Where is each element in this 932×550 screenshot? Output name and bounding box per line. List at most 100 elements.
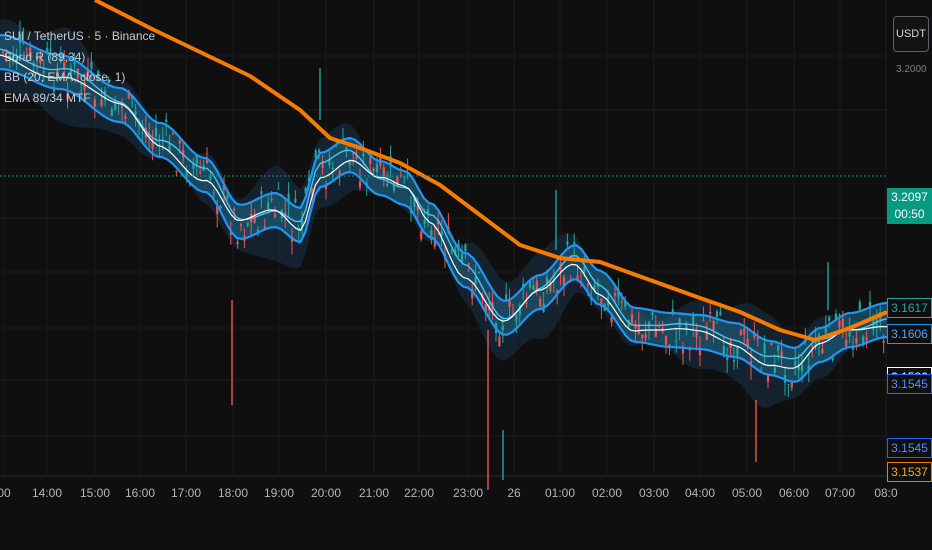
candle-body <box>596 285 600 288</box>
candle-body <box>858 301 861 310</box>
x-tick-label: 03:00 <box>639 486 669 500</box>
candle-body <box>233 208 236 211</box>
candle-body <box>528 280 532 289</box>
candle-body <box>522 283 525 288</box>
candle-body <box>753 332 756 338</box>
candle-body <box>216 205 219 215</box>
candle-body <box>107 79 110 83</box>
series-ema34-mid <box>0 48 888 360</box>
candle-body <box>212 192 215 194</box>
candle-body <box>549 282 552 291</box>
candle-body <box>352 153 355 155</box>
candle-body <box>855 337 858 344</box>
candle-body <box>273 213 277 218</box>
candle-body <box>168 144 171 152</box>
x-tick-label-edge: 00 <box>0 486 11 500</box>
candle-body <box>545 277 549 286</box>
candle-body <box>25 56 28 58</box>
candle-body <box>372 168 375 172</box>
candle-body <box>440 231 443 236</box>
candle-body <box>49 49 52 51</box>
candle-body <box>369 157 372 164</box>
current-price-value: 3.2097 <box>891 190 928 204</box>
candle-body <box>154 127 158 137</box>
candle-body <box>780 351 783 358</box>
candle-body <box>345 146 348 152</box>
candle-body <box>797 364 800 370</box>
candle-body <box>86 70 90 77</box>
candle-body <box>413 197 416 208</box>
x-axis-ticks: 14:00 15:00 16:00 17:00 18:00 19:00 20:00 21:00… <box>0 486 898 500</box>
candle-body <box>284 212 287 216</box>
x-tick-label: 07:00 <box>825 486 855 500</box>
candle-body <box>314 150 317 158</box>
candle-body <box>219 206 222 209</box>
candle-body <box>460 254 464 262</box>
x-tick-label: 26 <box>507 486 521 500</box>
candle-body <box>794 360 797 366</box>
x-tick-label: 23:00 <box>453 486 483 500</box>
candle-body <box>573 242 576 247</box>
candle-body <box>777 344 780 351</box>
candle-body <box>576 274 579 280</box>
price-tag-blue: 3.1606 <box>887 324 932 344</box>
currency-button[interactable]: USDT <box>893 16 929 52</box>
candle-body <box>97 71 100 81</box>
candle-body <box>148 133 151 138</box>
candle-body <box>331 167 334 170</box>
candle-body <box>484 304 487 313</box>
candle-body <box>610 317 613 323</box>
legend-indicator-bb[interactable]: BB (20, EMA, close, 1) <box>4 70 126 84</box>
candle-body <box>151 138 154 149</box>
candle-body <box>46 48 49 54</box>
legend-indicator-sorid[interactable]: Sorid R (89,34) <box>4 49 86 64</box>
candle-body <box>790 382 793 388</box>
candle-body <box>63 62 66 68</box>
legend-symbol[interactable]: SUI / TetherUS · 5 · Binance <box>4 29 156 43</box>
candle-body <box>260 191 263 195</box>
candle-body <box>515 314 518 322</box>
candle-body <box>256 229 260 233</box>
candle-body <box>236 241 239 244</box>
candle-body <box>566 241 569 245</box>
candle-body <box>15 56 18 64</box>
candle-body <box>739 330 742 336</box>
candle-body <box>277 188 280 190</box>
candle-body <box>824 327 827 334</box>
candle-body <box>430 230 433 241</box>
x-tick-label: 22:00 <box>404 486 434 500</box>
candle-body <box>420 231 423 240</box>
candle-body <box>617 289 620 299</box>
candle-body <box>828 317 831 321</box>
candle-body <box>165 119 168 123</box>
candle-body <box>685 323 688 330</box>
candle-body <box>505 294 508 301</box>
candle-body <box>613 293 617 296</box>
candle-body <box>600 298 603 308</box>
x-tick-label: 06:00 <box>779 486 809 500</box>
legend-indicator-ema[interactable]: EMA 89/34 MTF <box>4 90 91 105</box>
candle-body <box>627 319 630 327</box>
x-tick-label: 15:00 <box>80 486 110 500</box>
candle-body <box>556 290 559 295</box>
candle-body <box>821 348 824 354</box>
candle-body <box>18 33 22 43</box>
candle-body <box>338 171 341 176</box>
candle-body <box>100 99 103 106</box>
candle-body <box>454 249 457 255</box>
candle-body <box>552 280 555 283</box>
candle-body <box>766 375 770 382</box>
candle-body <box>8 55 11 58</box>
x-tick-label: 05:00 <box>732 486 762 500</box>
candle-body <box>348 161 351 165</box>
series-ema89 <box>94 0 888 342</box>
candle-body <box>267 202 270 210</box>
candle-body <box>52 87 56 92</box>
candle-body <box>69 67 73 78</box>
candle-body <box>763 343 766 354</box>
candle-body <box>42 70 45 73</box>
x-tick-label: 18:00 <box>218 486 248 500</box>
candle-body <box>865 337 868 341</box>
candle-body <box>239 224 243 226</box>
